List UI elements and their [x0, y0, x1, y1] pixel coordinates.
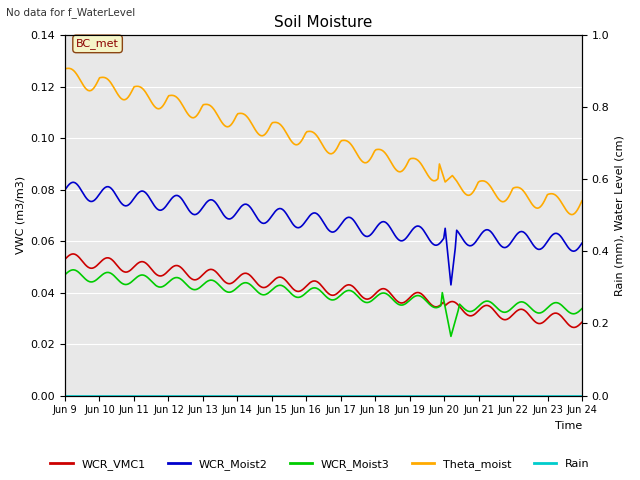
Y-axis label: VWC (m3/m3): VWC (m3/m3)	[15, 176, 25, 254]
Text: BC_met: BC_met	[76, 38, 119, 49]
Legend: WCR_VMC1, WCR_Moist2, WCR_Moist3, Theta_moist, Rain: WCR_VMC1, WCR_Moist2, WCR_Moist3, Theta_…	[46, 455, 594, 474]
Title: Soil Moisture: Soil Moisture	[275, 15, 372, 30]
X-axis label: Time: Time	[555, 421, 582, 431]
Y-axis label: Rain (mm), Water Level (cm): Rain (mm), Water Level (cm)	[615, 135, 625, 296]
Text: No data for f_WaterLevel: No data for f_WaterLevel	[6, 7, 136, 18]
